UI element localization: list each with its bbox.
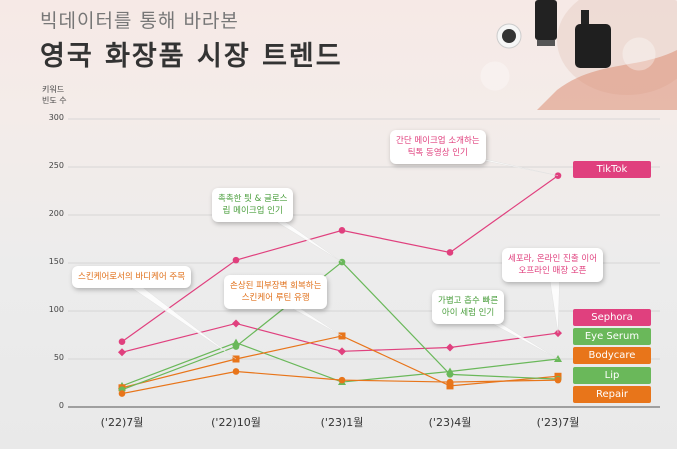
legend-item-eye-serum: Eye Serum [573,328,651,345]
annotation-line: 가볍고 흡수 빠른 [438,296,499,306]
data-point [446,378,454,386]
data-point [446,371,454,378]
annotation-line: 아이 세럼 인기 [441,308,495,318]
y-tick-label: 0 [58,401,64,410]
x-tick-label: ('23)4월 [428,416,472,429]
x-tick-label: ('23)7월 [536,416,580,429]
legend-item-sephora: Sephora [573,309,651,326]
data-point [118,348,126,357]
legend-item-lip: Lip [573,367,651,384]
annotation-line: 립 메이크업 인기 [222,206,283,216]
legend-item-bodycare: Bodycare [573,347,651,364]
y-tick-label: 250 [48,161,64,170]
data-point [232,343,240,350]
x-tick-label: ('22)10월 [211,416,261,429]
data-point [338,227,346,234]
annotation-line: 오프라인 매장 오픈 [518,266,587,276]
annotation-body: 스킨케어로서의 바디케어 주목 [72,266,192,288]
data-point [232,319,240,328]
legend-item-repair: Repair [573,386,651,403]
page-title: 영국 화장품 시장 트렌드 [40,41,343,72]
data-point [232,368,240,375]
data-point [118,390,126,397]
y-tick-label: 200 [48,209,64,218]
annotation-line: 스킨케어로서의 바디케어 주목 [78,272,186,282]
y-tick-label: 300 [48,113,64,122]
data-point [554,355,562,362]
data-point [232,256,240,264]
y-tick-label: 150 [48,257,64,266]
data-point [338,376,346,384]
y-axis-label-line: 빈도 수 [42,96,67,105]
annotation-line: 틱톡 동영상 인기 [407,148,468,158]
cosmetic-products-illustration [477,0,677,110]
y-tick-label: 100 [48,305,64,314]
annotation-line: 스킨케어 루틴 유행 [241,293,310,303]
annotation-line: 간단 메이크업 소개하는 [396,136,480,146]
annotation-line: 세포라, 온라인 진출 이어 [508,254,598,264]
annotation-line: 촉촉한 틧 & 글로스 [218,194,288,204]
page-subtitle: 빅데이터를 통해 바라본 [40,10,239,32]
legend-item-tiktok: TikTok [573,161,651,178]
y-axis-label-line: 키워드 [42,85,65,94]
x-tick-label: ('23)1월 [320,416,364,429]
x-tick-label: ('22)7월 [100,416,144,429]
data-point [338,347,346,356]
data-point [446,343,454,352]
y-tick-label: 50 [53,353,64,362]
annotation-pointer [128,285,237,360]
data-point [446,249,454,256]
data-point [554,376,562,384]
data-point [446,382,454,390]
annotation-line: 손상된 피부장벽 회복하는 [230,281,322,291]
data-point [118,338,126,346]
